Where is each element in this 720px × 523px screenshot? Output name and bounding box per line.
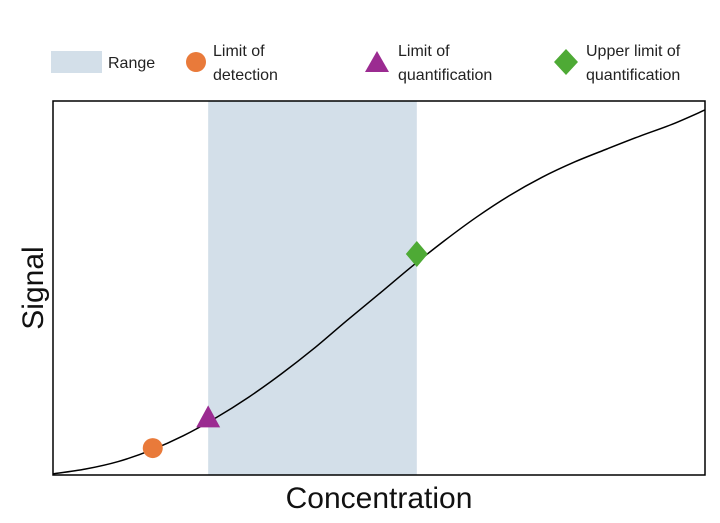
legend: Range Limit of detection Limit of quanti… [51,43,685,84]
loq-marker [196,405,221,428]
y-axis-title: Signal [17,246,50,329]
plot-area [52,100,706,476]
legend-marker-uloq [554,49,578,75]
legend-label-uloq-line2: quantification [586,67,680,84]
x-axis-title: Concentration [286,482,473,515]
lod-marker [142,438,163,459]
legend-label-range: Range [108,55,155,72]
legend-label-loq-line2: quantification [398,67,492,84]
legend-label-loq: Limit of quantification [398,43,492,84]
legend-label-lod-line2: detection [213,67,278,84]
legend-label-lod: Limit of detection [213,43,278,84]
legend-marker-lod [186,52,206,72]
legend-label-uloq: Upper limit of quantification [586,43,685,84]
legend-swatch-range [51,51,102,73]
legend-label-lod-line1: Limit of [213,43,265,60]
legend-label-loq-line1: Limit of [398,43,450,60]
range-band [208,101,417,475]
legend-label-uloq-line1: Upper limit of [586,43,681,60]
uloq-marker [405,240,428,267]
legend-marker-loq [365,51,389,72]
plot-frame [52,100,706,476]
